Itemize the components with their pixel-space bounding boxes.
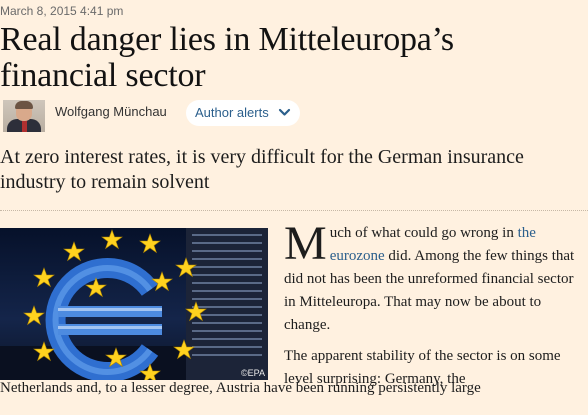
paragraph-1-text-b: did. Among the few things that did not h… [284, 248, 575, 333]
divider [0, 210, 588, 211]
author-name[interactable]: Wolfgang Münchau [55, 104, 167, 119]
author-alerts-button[interactable]: Author alerts [186, 100, 300, 126]
eurozone-link[interactable]: the eurozone [329, 225, 536, 264]
euro-sign-sculpture-image [0, 228, 268, 380]
paragraph-1-text-a: uch of what could go wrong in [329, 225, 518, 241]
paragraph-2-start: The apparent stability of the sector is … [284, 348, 561, 387]
author-avatar[interactable] [3, 100, 45, 132]
article-headline: Real danger lies in Mitteleuropa’s finan… [0, 21, 454, 94]
image-credit: ©EPA [241, 368, 265, 378]
chevron-down-icon [278, 108, 291, 116]
byline: Wolfgang Münchau Author alerts [0, 100, 588, 132]
drop-cap: M [284, 217, 327, 270]
author-alerts-label: Author alerts [195, 105, 269, 120]
paragraph-2-continued: Netherlands and, to a lesser degree, Aus… [0, 380, 481, 396]
article-date: March 8, 2015 4:41 pm [0, 4, 124, 18]
article-standfirst: At zero interest rates, it is very diffi… [0, 146, 524, 193]
article-image[interactable]: ©EPA [0, 228, 268, 380]
